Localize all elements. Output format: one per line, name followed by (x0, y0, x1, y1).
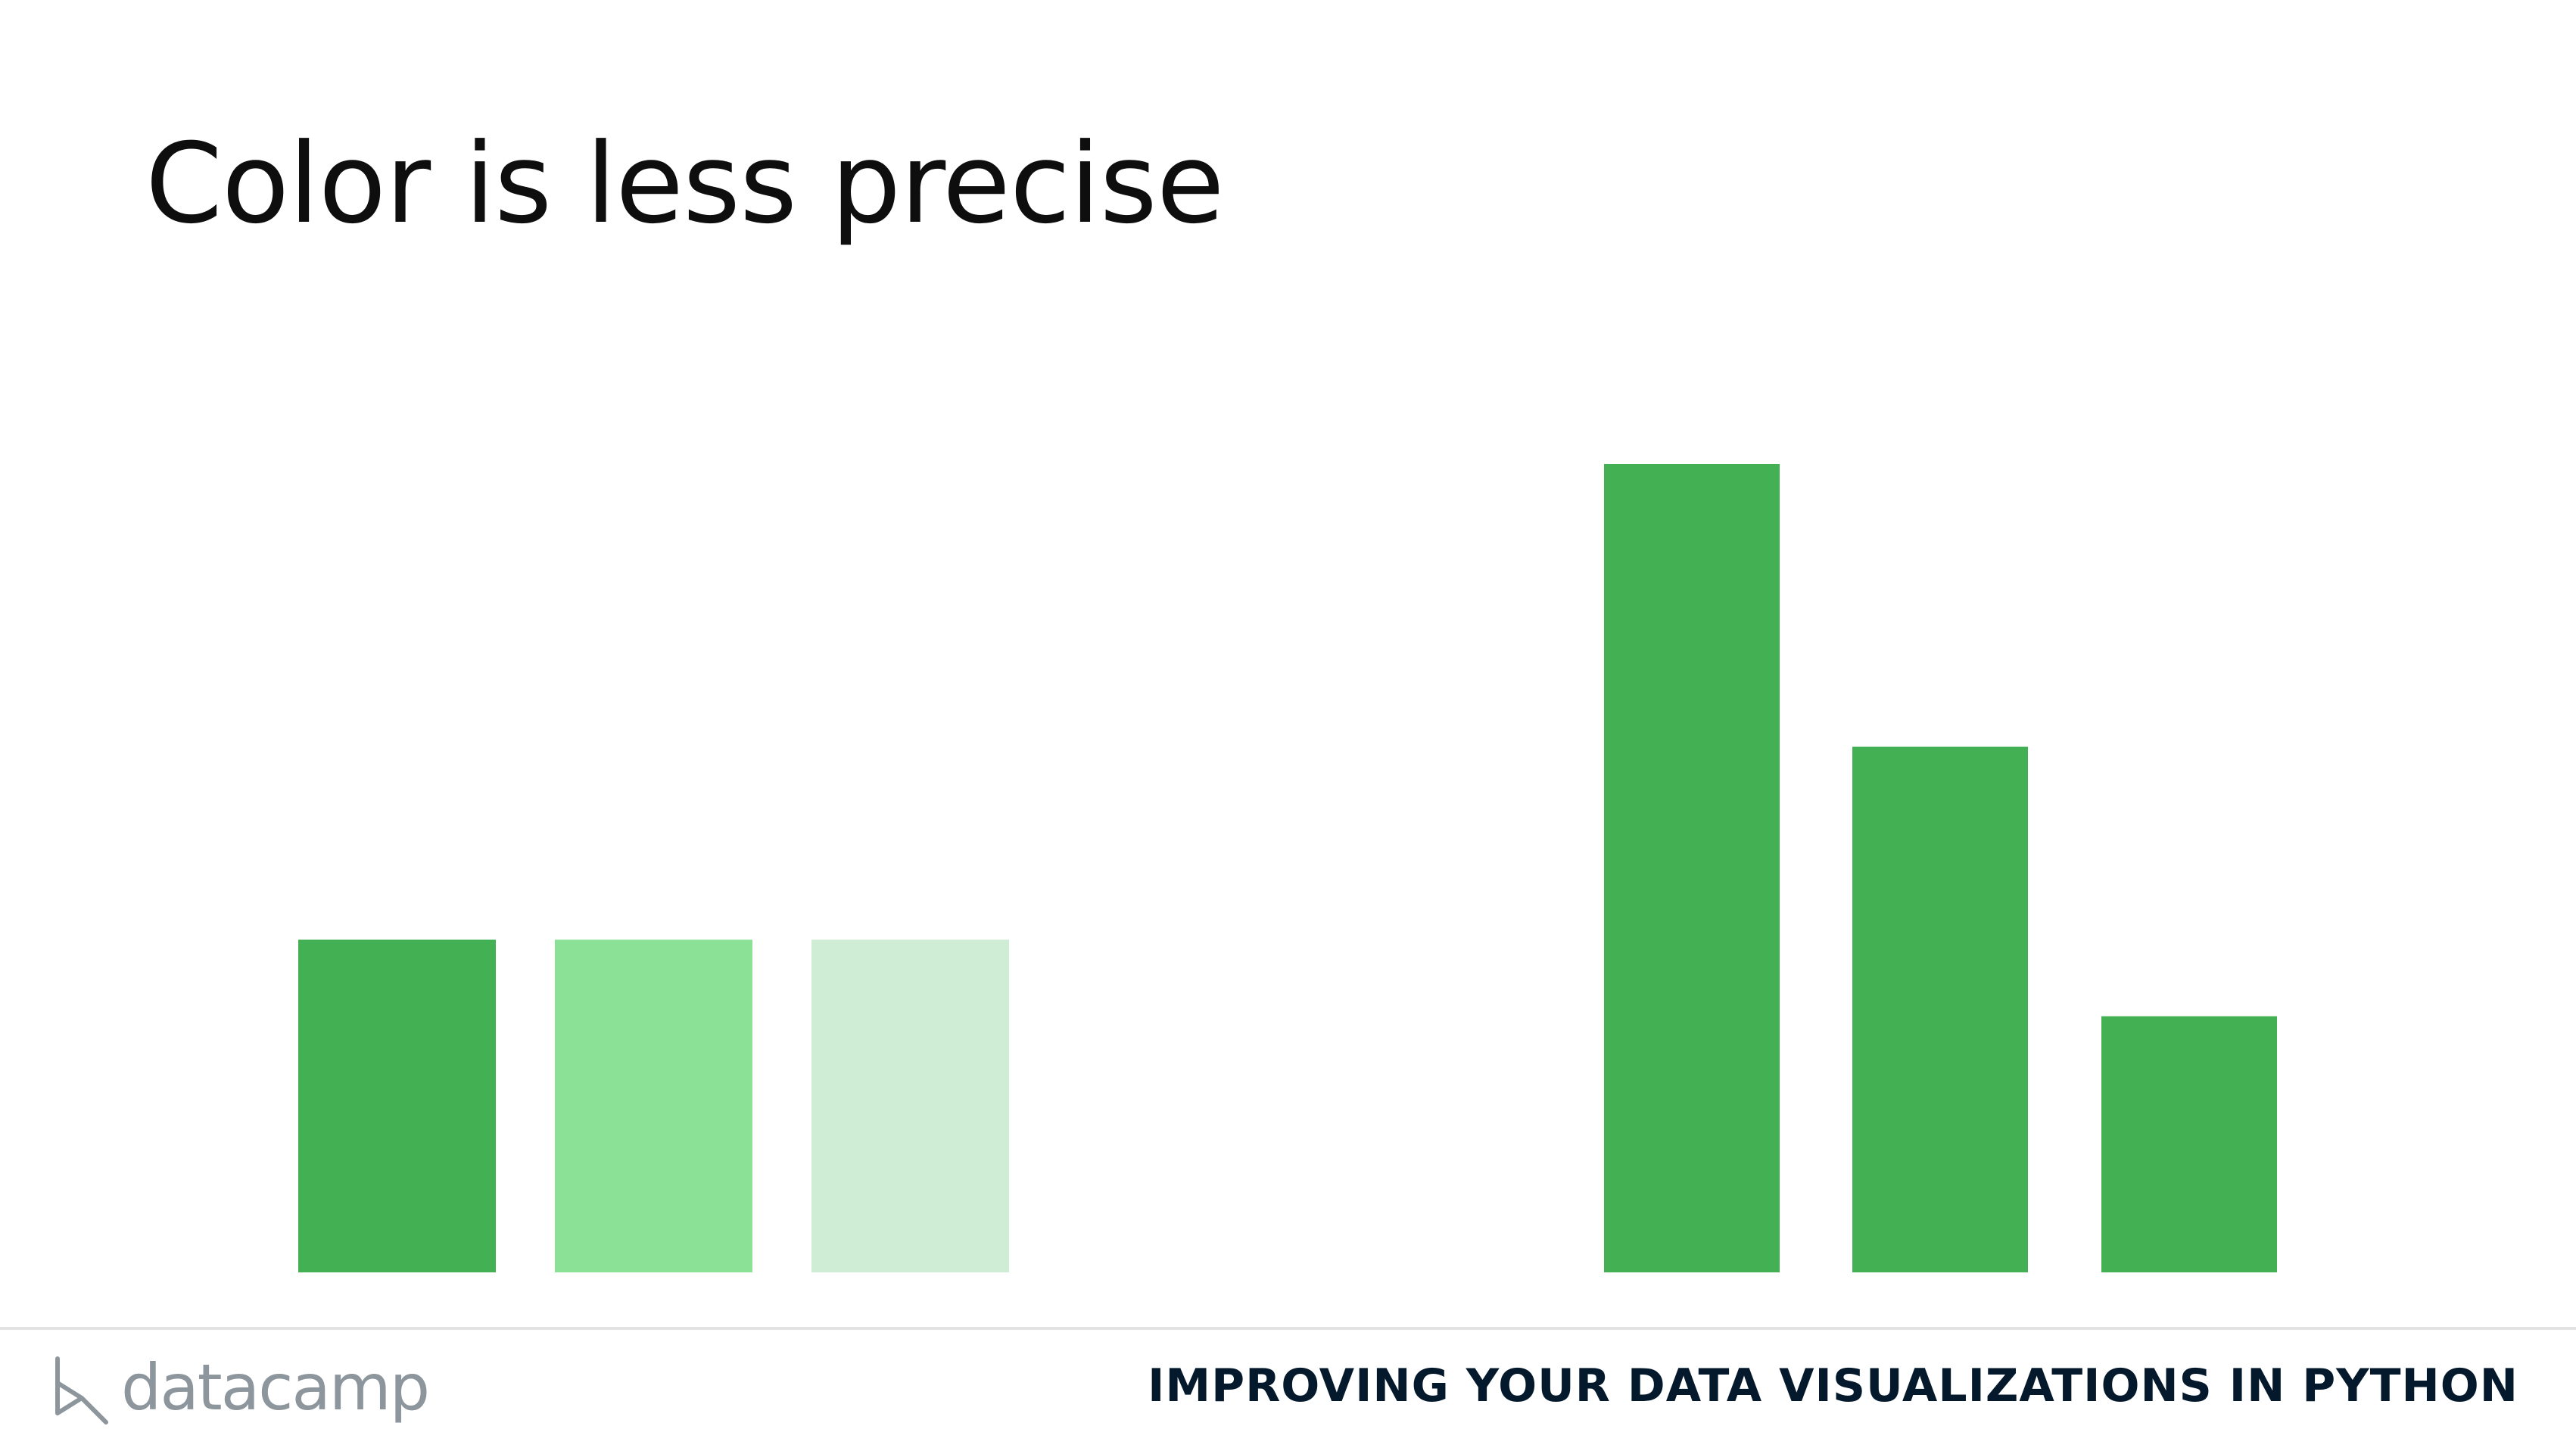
slide-title: Color is less precise (145, 120, 1225, 248)
color-bar-1 (298, 939, 496, 1272)
footer: datacamp IMPROVING YOUR DATA VISUALIZATI… (0, 1330, 2576, 1451)
course-title: IMPROVING YOUR DATA VISUALIZATIONS IN PY… (1148, 1359, 2518, 1412)
datacamp-logo-icon (55, 1356, 108, 1425)
bar-charts (298, 464, 2277, 1272)
color-bar-2 (555, 939, 752, 1272)
height-bar-1 (1604, 464, 1780, 1272)
chart-color-encoded (298, 939, 1009, 1272)
footer-divider (0, 1327, 2576, 1330)
height-bar-3 (2101, 1016, 2277, 1272)
datacamp-logo-text: datacamp (121, 1350, 430, 1425)
chart-height-encoded (1604, 464, 2277, 1272)
datacamp-logo: datacamp (53, 1350, 430, 1428)
color-bar-3 (811, 939, 1009, 1272)
height-bar-2 (1852, 746, 2028, 1272)
